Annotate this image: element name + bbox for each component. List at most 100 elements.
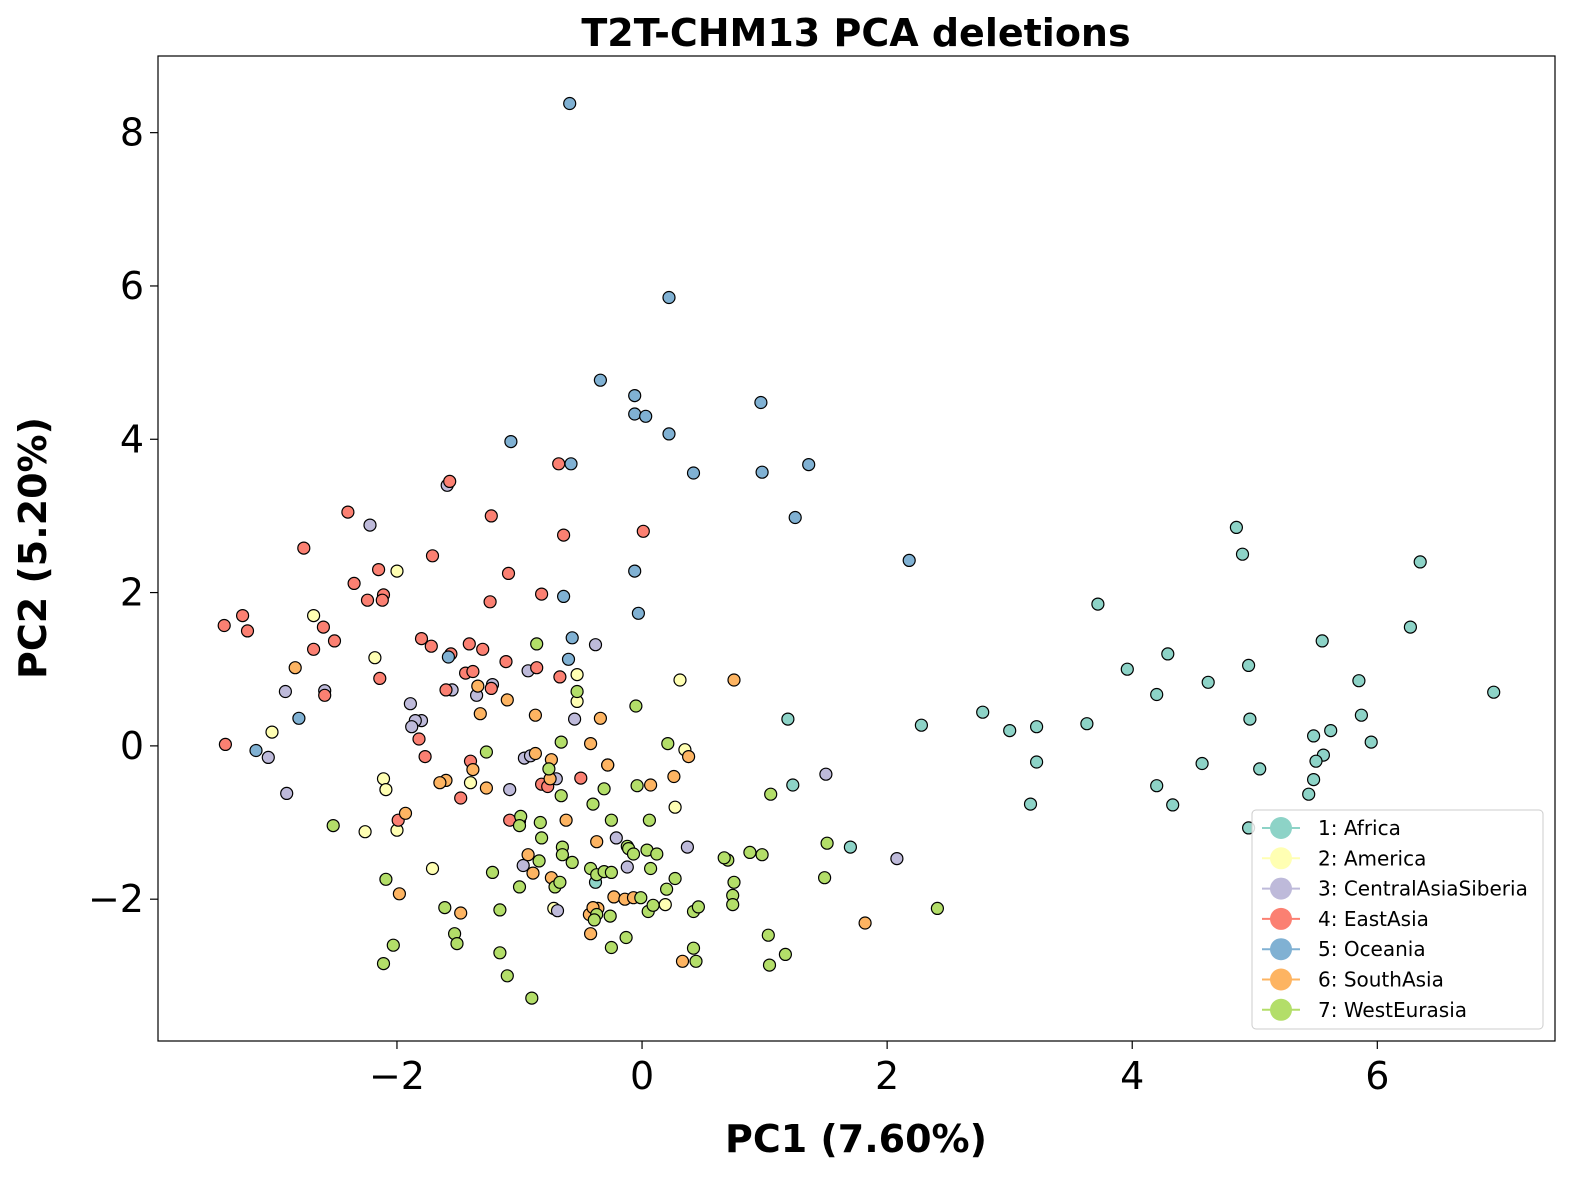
data-points: [217, 96, 1501, 1005]
point-series-1-7: [1120, 662, 1134, 676]
point-series-6-27: [607, 890, 621, 904]
point-series-3-3: [588, 638, 603, 652]
point-series-6-18: [643, 778, 658, 792]
point-series-7-44: [668, 871, 682, 886]
point-series-7-6: [542, 762, 556, 776]
point-series-4-31: [373, 671, 387, 686]
point-series-6-24: [526, 866, 540, 880]
point-series-4-35: [484, 681, 498, 696]
point-series-1-3: [1403, 620, 1418, 634]
point-series-4-33: [439, 683, 453, 697]
point-series-6-8: [528, 746, 543, 761]
point-series-6-1: [471, 679, 485, 693]
point-series-4-41: [574, 771, 588, 785]
legend-marker-1: [1270, 817, 1292, 839]
point-series-1-27: [1195, 756, 1209, 771]
point-series-4-18: [240, 624, 255, 638]
point-series-1-16: [1324, 723, 1338, 738]
point-series-4-13: [375, 593, 389, 607]
point-series-4-38: [218, 737, 232, 752]
legend-frame: [1251, 809, 1544, 1030]
point-series-6-21: [559, 813, 573, 827]
point-series-7-64: [686, 941, 701, 955]
point-series-7-24: [626, 847, 641, 861]
point-series-6-0: [288, 661, 302, 675]
point-series-3-1: [363, 518, 377, 532]
point-series-7-26: [743, 845, 757, 860]
point-series-6-6: [727, 673, 741, 687]
point-series-3-13: [567, 712, 582, 726]
x-tick-label-4: 6: [1365, 1054, 1389, 1098]
point-series-2-10: [463, 776, 478, 790]
point-series-7-67: [778, 947, 793, 962]
point-series-1-22: [1080, 717, 1094, 731]
point-series-2-15: [658, 897, 672, 912]
point-series-5-12: [802, 458, 816, 472]
point-series-5-17: [631, 606, 646, 620]
point-series-1-17: [1243, 712, 1257, 726]
point-series-7-43: [659, 882, 674, 896]
point-series-7-29: [717, 851, 731, 865]
plot-frame: [157, 55, 1556, 1042]
point-series-1-31: [1302, 787, 1316, 801]
point-series-2-5: [673, 673, 687, 687]
point-series-7-13: [512, 818, 527, 833]
point-series-4-12: [360, 593, 375, 607]
point-series-4-34: [318, 688, 332, 702]
point-series-5-9: [564, 457, 578, 471]
point-series-7-68: [762, 958, 777, 972]
point-series-7-4: [661, 736, 675, 751]
legend-marker-6: [1270, 968, 1292, 991]
point-series-5-1: [662, 290, 676, 305]
point-series-7-54: [646, 898, 660, 912]
point-series-7-61: [450, 936, 464, 951]
point-series-1-21: [1029, 720, 1044, 734]
legend-label-3: 3: CentralAsiaSiberia: [1318, 877, 1528, 901]
point-series-6-20: [398, 806, 413, 820]
point-series-1-25: [1309, 754, 1323, 768]
point-series-5-3: [628, 389, 642, 403]
legend-marker-3: [1270, 877, 1292, 900]
point-series-4-7: [425, 549, 440, 563]
point-series-7-58: [817, 871, 832, 885]
point-series-1-18: [976, 705, 990, 719]
point-series-4-28: [466, 664, 480, 679]
point-series-6-3: [500, 693, 514, 707]
point-series-5-10: [686, 466, 701, 480]
point-series-4-9: [501, 566, 516, 581]
point-series-1-29: [1306, 772, 1321, 787]
point-series-7-63: [604, 940, 619, 955]
point-series-4-21: [307, 642, 321, 656]
point-series-6-23: [590, 835, 604, 849]
point-series-7-57: [726, 897, 740, 912]
point-series-1-33: [1023, 797, 1038, 811]
point-series-1-2: [1413, 555, 1427, 569]
point-series-7-31: [555, 848, 570, 862]
point-series-2-6: [265, 725, 279, 739]
point-series-7-52: [603, 909, 617, 923]
y-axis-label: PC2 (5.20%): [11, 417, 55, 679]
point-series-5-16: [556, 589, 571, 604]
point-series-4-14: [483, 595, 497, 609]
point-series-7-32: [485, 865, 500, 880]
point-series-7-41: [553, 875, 567, 889]
x-tick-label-2: 2: [875, 1054, 899, 1098]
point-series-3-9: [403, 697, 417, 711]
point-series-4-42: [454, 791, 468, 805]
point-series-1-26: [1253, 762, 1267, 776]
point-series-7-16: [642, 813, 657, 827]
point-series-1-36: [843, 840, 858, 854]
legend-marker-4: [1270, 907, 1292, 930]
point-series-5-7: [662, 427, 676, 441]
point-series-6-35: [675, 954, 690, 968]
point-series-7-42: [634, 891, 648, 905]
y-tick-label-4: 6: [120, 264, 144, 308]
point-series-3-25: [890, 851, 904, 866]
point-series-1-20: [1003, 723, 1017, 738]
point-series-7-28: [820, 836, 834, 850]
point-series-7-8: [597, 782, 611, 796]
point-series-4-15: [534, 587, 549, 601]
point-series-4-36: [412, 732, 426, 746]
point-series-6-26: [392, 887, 406, 901]
point-series-6-34: [583, 927, 598, 941]
